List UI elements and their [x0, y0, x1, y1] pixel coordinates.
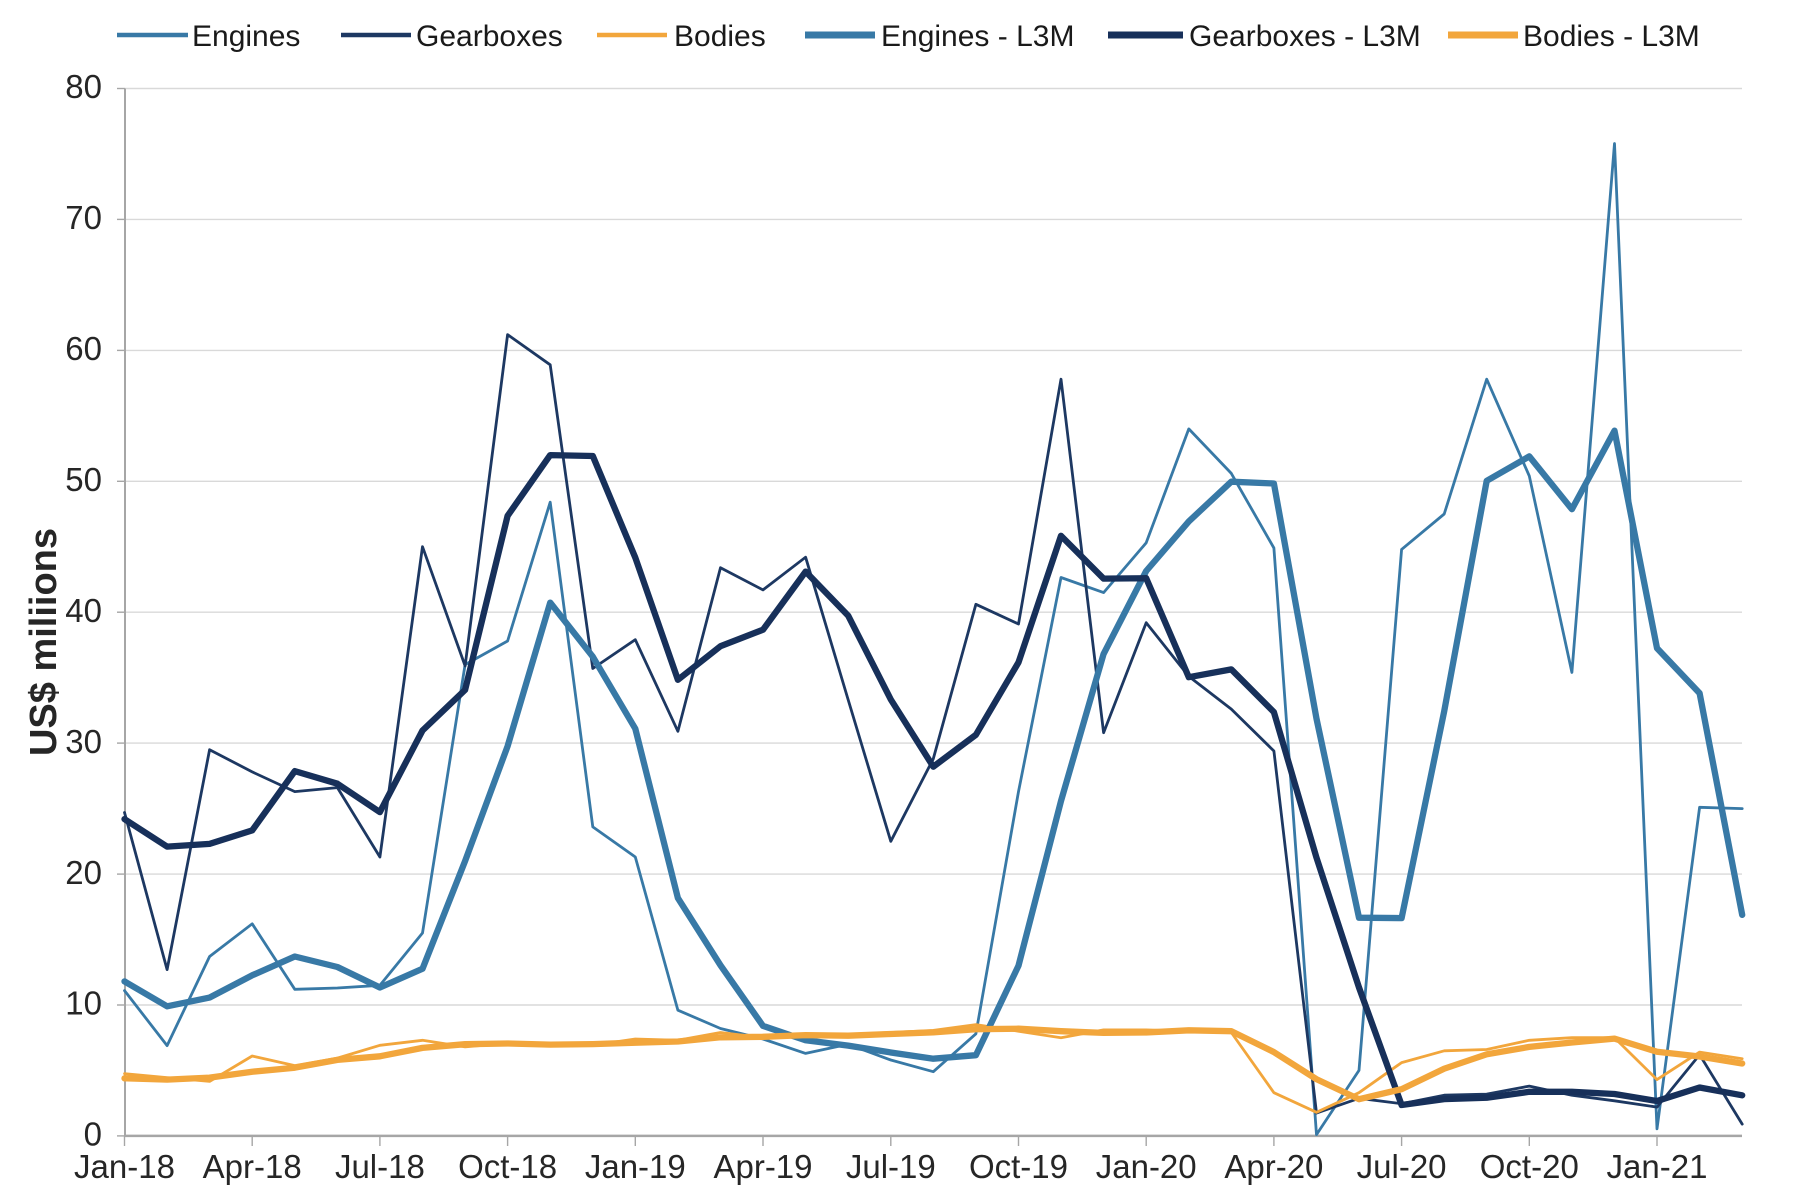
- svg-text:US$ miliions: US$ miliions: [23, 528, 65, 756]
- svg-text:Engines: Engines: [192, 20, 300, 53]
- svg-text:Jan-20: Jan-20: [1096, 1148, 1197, 1185]
- svg-text:Bodies - L3M: Bodies - L3M: [1523, 20, 1700, 53]
- svg-text:Jan-19: Jan-19: [585, 1148, 686, 1185]
- svg-text:0: 0: [84, 1116, 102, 1153]
- svg-text:Oct-18: Oct-18: [458, 1148, 557, 1185]
- svg-text:50: 50: [65, 461, 102, 498]
- svg-text:Gearboxes - L3M: Gearboxes - L3M: [1189, 20, 1421, 53]
- svg-text:60: 60: [65, 330, 102, 367]
- svg-text:Oct-19: Oct-19: [969, 1148, 1068, 1185]
- svg-text:Jan-18: Jan-18: [74, 1148, 175, 1185]
- svg-text:Jul-19: Jul-19: [846, 1148, 936, 1185]
- svg-text:Apr-18: Apr-18: [203, 1148, 302, 1185]
- svg-text:Bodies: Bodies: [674, 20, 766, 53]
- svg-text:40: 40: [65, 592, 102, 629]
- svg-text:20: 20: [65, 854, 102, 891]
- svg-text:Apr-19: Apr-19: [713, 1148, 812, 1185]
- svg-text:30: 30: [65, 723, 102, 760]
- svg-text:Oct-20: Oct-20: [1480, 1148, 1579, 1185]
- svg-text:Engines - L3M: Engines - L3M: [881, 20, 1074, 53]
- svg-text:Jul-20: Jul-20: [1357, 1148, 1447, 1185]
- svg-text:Gearboxes: Gearboxes: [416, 20, 563, 53]
- svg-text:Jul-18: Jul-18: [335, 1148, 425, 1185]
- svg-text:70: 70: [65, 199, 102, 236]
- svg-text:10: 10: [65, 985, 102, 1022]
- svg-text:80: 80: [65, 68, 102, 105]
- svg-text:Jan-21: Jan-21: [1607, 1148, 1708, 1185]
- svg-text:Apr-20: Apr-20: [1224, 1148, 1323, 1185]
